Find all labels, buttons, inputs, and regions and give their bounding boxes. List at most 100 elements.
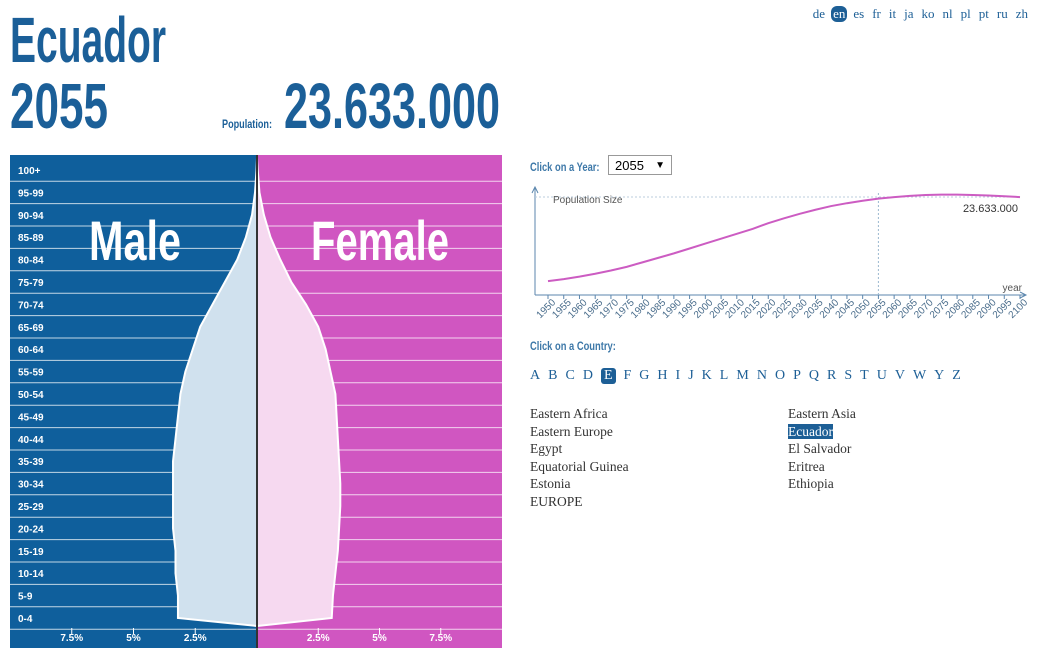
country-link[interactable]: Estonia bbox=[530, 476, 571, 492]
age-label: 85-89 bbox=[18, 233, 44, 244]
country-link[interactable]: Ethiopia bbox=[788, 476, 834, 492]
age-label: 20-24 bbox=[18, 524, 44, 535]
selected-value: 23.633.000 bbox=[963, 203, 1018, 215]
population-line bbox=[547, 193, 1021, 283]
letter-link[interactable]: W bbox=[912, 368, 927, 383]
language-link[interactable]: ru bbox=[996, 6, 1008, 21]
language-link[interactable]: fr bbox=[872, 6, 881, 21]
y-arrow bbox=[531, 185, 539, 194]
age-label: 90-94 bbox=[18, 211, 44, 222]
age-label: 95-99 bbox=[18, 188, 44, 199]
language-link[interactable]: pl bbox=[960, 6, 971, 21]
age-label: 25-29 bbox=[18, 502, 44, 513]
letter-link[interactable]: T bbox=[860, 368, 869, 383]
letter-link[interactable]: Q bbox=[808, 368, 819, 383]
country-row: Equatorial Guinea bbox=[530, 458, 629, 476]
country-link[interactable]: Ecuador bbox=[788, 423, 833, 439]
x-tick-label: 7.5% bbox=[429, 633, 452, 644]
letter-link[interactable]: L bbox=[719, 368, 729, 383]
country-row: EUROPE bbox=[530, 493, 629, 511]
letter-link[interactable]: Z bbox=[952, 368, 961, 383]
letter-link[interactable]: R bbox=[826, 368, 837, 383]
year-label: Click on a Year: bbox=[530, 160, 600, 174]
age-label: 15-19 bbox=[18, 547, 44, 558]
letter-link[interactable]: B bbox=[548, 368, 558, 383]
language-link[interactable]: ja bbox=[904, 6, 914, 21]
letter-link[interactable]: E bbox=[600, 368, 616, 384]
letter-link[interactable]: G bbox=[639, 368, 650, 383]
letter-link[interactable]: A bbox=[530, 368, 541, 383]
age-label: 75-79 bbox=[18, 278, 44, 289]
language-link[interactable]: de bbox=[812, 6, 826, 21]
year-dropdown[interactable]: 2055 ▼ bbox=[608, 155, 672, 175]
country-column: Eastern Africa Eastern Europe Egypt Equator… bbox=[530, 405, 629, 511]
age-label: 70-74 bbox=[18, 300, 44, 311]
country-row: Eastern Europe bbox=[530, 423, 629, 441]
language-link[interactable]: ko bbox=[921, 6, 935, 21]
country-link[interactable]: Eastern Africa bbox=[530, 406, 608, 421]
letter-link[interactable]: U bbox=[876, 368, 887, 383]
letter-link[interactable]: V bbox=[894, 368, 905, 383]
country-link[interactable]: Eritrea bbox=[788, 458, 825, 474]
language-link[interactable]: zh bbox=[1015, 6, 1028, 21]
age-label: 0-4 bbox=[18, 614, 33, 625]
age-label: 5-9 bbox=[18, 592, 33, 603]
x-tick-label: 5% bbox=[126, 633, 141, 644]
x-tick-label: 2.5% bbox=[307, 633, 330, 644]
dropdown-arrow: ▼ bbox=[655, 160, 665, 171]
language-link[interactable]: en bbox=[831, 6, 848, 22]
country-link[interactable]: EUROPE bbox=[530, 493, 583, 509]
age-label: 50-54 bbox=[18, 390, 44, 401]
country-link[interactable]: Eastern Asia bbox=[788, 406, 856, 421]
letter-link[interactable]: K bbox=[701, 368, 712, 383]
population-label: Population: bbox=[222, 117, 272, 131]
country-label: Click on a Country: bbox=[530, 339, 616, 353]
country-link[interactable]: Eastern Europe bbox=[530, 423, 613, 439]
letter-link[interactable]: I bbox=[675, 368, 681, 383]
x-axis-label: year bbox=[1003, 283, 1023, 294]
country-column: Eastern Asia Ecuador El Salvador Eritrea Eth… bbox=[788, 405, 856, 493]
country-row: Eritrea bbox=[788, 458, 856, 476]
pyramid-area bbox=[256, 157, 342, 628]
country-link[interactable]: Egypt bbox=[530, 441, 563, 457]
country-title: Ecuador bbox=[10, 4, 166, 76]
series-label: Female bbox=[311, 209, 449, 272]
letter-link[interactable]: M bbox=[736, 368, 749, 383]
population-value: 23.633.000 bbox=[284, 70, 500, 142]
language-link[interactable]: nl bbox=[942, 6, 953, 21]
language-bar: de en es fr it ja ko nl pl pt ru zh bbox=[811, 6, 1030, 22]
country-row: Eastern Asia bbox=[788, 405, 856, 423]
letter-link[interactable]: J bbox=[688, 368, 694, 383]
letter-link[interactable]: S bbox=[844, 368, 853, 383]
letter-link[interactable]: H bbox=[657, 368, 668, 383]
x-arrow bbox=[1019, 291, 1028, 299]
country-row: Egypt bbox=[530, 440, 629, 458]
age-label: 45-49 bbox=[18, 412, 44, 423]
age-label: 55-59 bbox=[18, 368, 44, 379]
country-row: Ethiopia bbox=[788, 475, 856, 493]
country-link[interactable]: El Salvador bbox=[788, 441, 852, 457]
letter-link[interactable]: P bbox=[793, 368, 801, 383]
letter-link[interactable]: F bbox=[623, 368, 632, 383]
age-label: 100+ bbox=[18, 166, 41, 177]
letter-link[interactable]: O bbox=[774, 368, 786, 383]
age-label: 60-64 bbox=[18, 345, 44, 356]
country-link[interactable]: Equatorial Guinea bbox=[530, 458, 629, 474]
letter-link[interactable]: D bbox=[582, 368, 593, 383]
x-tick-label: 2100 bbox=[1007, 297, 1031, 321]
language-link[interactable]: es bbox=[853, 6, 865, 21]
letter-link[interactable]: C bbox=[565, 368, 575, 383]
age-label: 35-39 bbox=[18, 457, 44, 468]
letter-link[interactable]: Y bbox=[934, 368, 945, 383]
age-label: 10-14 bbox=[18, 569, 44, 580]
pyramid-area bbox=[172, 157, 258, 628]
country-row: Eastern Africa bbox=[530, 405, 629, 423]
year-title: 2055 bbox=[10, 70, 108, 142]
language-link[interactable]: it bbox=[888, 6, 897, 21]
age-label: 40-44 bbox=[18, 435, 44, 446]
language-link[interactable]: pt bbox=[978, 6, 989, 21]
letter-link[interactable]: N bbox=[756, 368, 767, 383]
age-label: 65-69 bbox=[18, 323, 44, 334]
